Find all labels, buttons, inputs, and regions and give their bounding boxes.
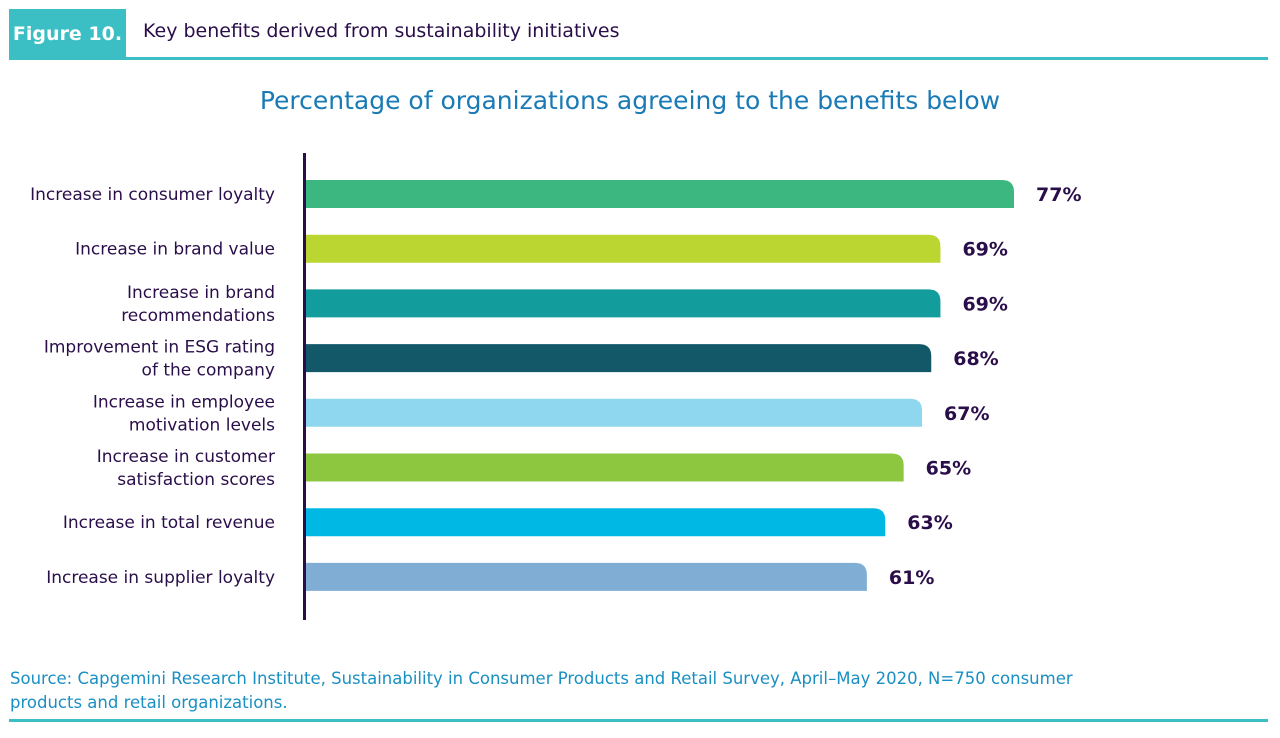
bar — [306, 562, 867, 591]
category-label: Increase in brand recommendations — [121, 283, 275, 326]
value-label: 69% — [962, 239, 1007, 261]
bar — [306, 180, 1014, 208]
bar — [306, 398, 923, 427]
value-label: 63% — [907, 512, 952, 534]
category-label: Improvement in ESG rating of the company — [44, 338, 275, 381]
bar — [306, 344, 932, 373]
figure-tag: Figure 10. — [9, 9, 126, 59]
bar — [306, 508, 886, 537]
value-label: 77% — [1036, 184, 1081, 206]
value-label: 61% — [889, 567, 934, 589]
category-label: Increase in consumer loyalty — [30, 185, 275, 205]
value-label: 69% — [962, 293, 1007, 315]
category-label: Increase in total revenue — [63, 513, 275, 533]
category-label: Increase in supplier loyalty — [46, 568, 275, 588]
header-divider — [9, 57, 1268, 60]
figure-title: Key benefits derived from sustainability… — [143, 20, 620, 42]
value-label: 67% — [944, 403, 989, 425]
value-label: 68% — [953, 348, 998, 370]
value-label: 65% — [926, 458, 971, 480]
footer-divider — [9, 719, 1268, 722]
source-note: Source: Capgemini Research Institute, Su… — [10, 669, 1073, 712]
category-label: Increase in employee motivation levels — [93, 392, 275, 435]
chart-title: Percentage of organizations agreeing to … — [259, 86, 1001, 115]
bar — [306, 289, 941, 318]
category-label: Increase in customer satisfaction scores — [97, 447, 275, 490]
bar — [306, 234, 941, 263]
category-label: Increase in brand value — [75, 240, 275, 260]
bar — [306, 453, 904, 482]
